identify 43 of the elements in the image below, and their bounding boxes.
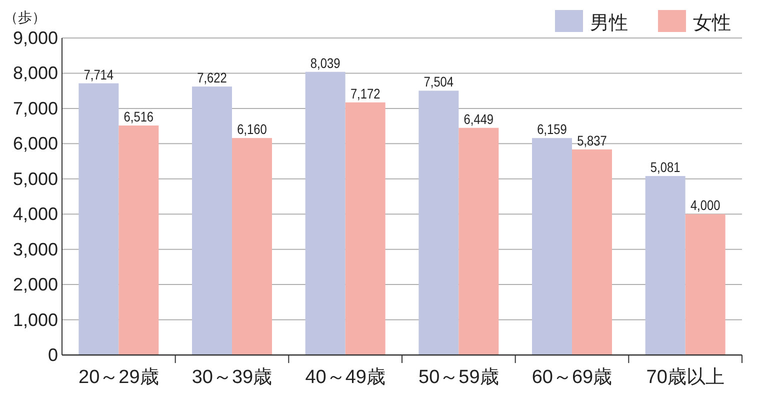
x-tick-label: 40～49歳 [305, 367, 386, 388]
y-tick-label: 8,000 [12, 63, 58, 84]
y-tick-label: 1,000 [12, 310, 58, 330]
bar [345, 102, 386, 355]
bar [232, 138, 272, 355]
data-label: 6,159 [537, 121, 567, 138]
y-tick-label: 7,000 [12, 98, 58, 118]
data-label: 7,714 [84, 66, 114, 83]
data-label: 6,449 [464, 110, 494, 128]
bar [118, 125, 159, 355]
data-label: 6,160 [237, 121, 267, 138]
data-label: 6,516 [124, 108, 154, 125]
x-tick-label: 50～59歳 [418, 367, 499, 388]
data-label: 5,837 [577, 132, 607, 149]
data-label: 5,081 [650, 159, 680, 176]
legend-label: 女性 [693, 13, 731, 34]
bar [418, 90, 459, 355]
y-tick-label: 5,000 [12, 168, 58, 189]
x-tick-label: 70歳以上 [646, 367, 724, 388]
bar [685, 214, 726, 355]
data-label: 7,172 [350, 85, 380, 102]
y-tick-label: 4,000 [12, 204, 58, 224]
legend-label: 男性 [590, 13, 628, 34]
data-label: 8,039 [310, 54, 340, 72]
data-label: 7,504 [424, 74, 454, 90]
y-tick-label: 2,000 [12, 274, 58, 295]
y-tick-label: 9,000 [12, 28, 58, 48]
bar [572, 149, 612, 355]
data-label: 4,000 [690, 197, 720, 214]
bar [458, 128, 499, 355]
bar [645, 176, 686, 355]
y-tick-label: 3,000 [12, 239, 58, 260]
data-label: 7,622 [197, 70, 227, 86]
x-tick-label: 30～39歳 [192, 367, 272, 388]
bar [192, 86, 232, 355]
y-tick-label: 0 [48, 345, 58, 365]
bar [78, 83, 119, 355]
x-tick-label: 60～69歳 [532, 367, 612, 388]
y-tick-label: 6,000 [12, 134, 58, 154]
x-tick-label: 20～29歳 [78, 367, 159, 388]
bar [305, 72, 346, 355]
bar [532, 138, 572, 355]
y-axis-title: （歩） [4, 9, 46, 25]
